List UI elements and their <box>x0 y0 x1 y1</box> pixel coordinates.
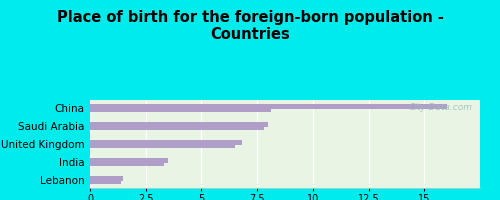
Text: City-Data.com: City-Data.com <box>408 103 472 112</box>
Bar <box>90 179 121 184</box>
Bar <box>90 176 124 181</box>
Bar <box>90 122 268 127</box>
Bar <box>90 140 242 145</box>
Bar <box>90 158 168 163</box>
Text: Place of birth for the foreign-born population -
Countries: Place of birth for the foreign-born popu… <box>56 10 444 42</box>
Bar <box>90 161 164 166</box>
Bar <box>90 107 270 112</box>
Bar <box>90 104 447 109</box>
Bar <box>90 125 264 130</box>
Bar <box>90 143 235 148</box>
